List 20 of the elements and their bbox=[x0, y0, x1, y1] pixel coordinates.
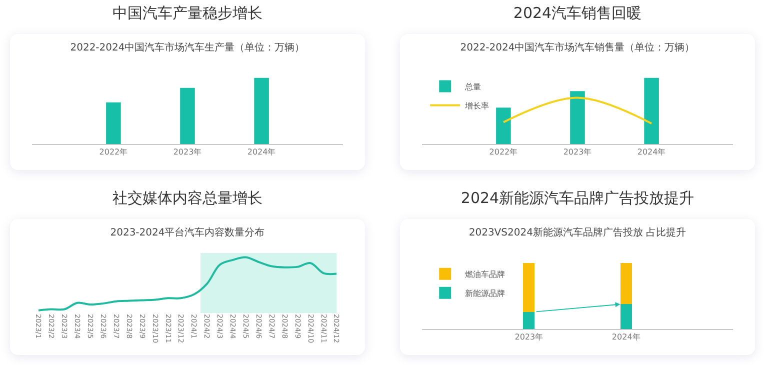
legend-label: 燃油车品牌 bbox=[465, 270, 506, 280]
chart-title: 2024汽车销售回暖 bbox=[512, 4, 643, 23]
legend-label: 总量 bbox=[464, 82, 482, 92]
x-tick-label: 2024年 bbox=[247, 148, 276, 157]
chart-subtitle: 2022-2024中国汽车市场汽车销售量（单位：万辆） bbox=[460, 42, 695, 54]
legend-label: 新能源品牌 bbox=[465, 289, 506, 298]
x-tick-label: 2023年 bbox=[563, 148, 592, 157]
x-tick-label: 2023年 bbox=[173, 148, 202, 157]
legend-label: 增长率 bbox=[464, 101, 490, 110]
chart-subtitle: 2023-2024平台汽车内容数量分布 bbox=[110, 226, 265, 239]
x-tick-label: 2022年 bbox=[489, 148, 518, 157]
chart-title: 2024新能源汽车品牌广告投放提升 bbox=[460, 189, 696, 208]
x-tick-label: 2023年 bbox=[514, 332, 544, 342]
chart-title: 中国汽车产量稳步增长 bbox=[112, 4, 264, 23]
x-tick-label: 2022年 bbox=[99, 148, 128, 157]
chart-title: 社交媒体内容总量增长 bbox=[112, 189, 264, 208]
x-tick-label: 2024年 bbox=[637, 148, 666, 157]
chart-subtitle: 2023VS2024新能源汽车品牌广告投放 占比提升 bbox=[468, 226, 686, 239]
chart-subtitle: 2022-2024中国汽车市场汽车生产量（单位：万辆） bbox=[70, 42, 305, 54]
x-tick-label: 2024年 bbox=[612, 332, 640, 342]
